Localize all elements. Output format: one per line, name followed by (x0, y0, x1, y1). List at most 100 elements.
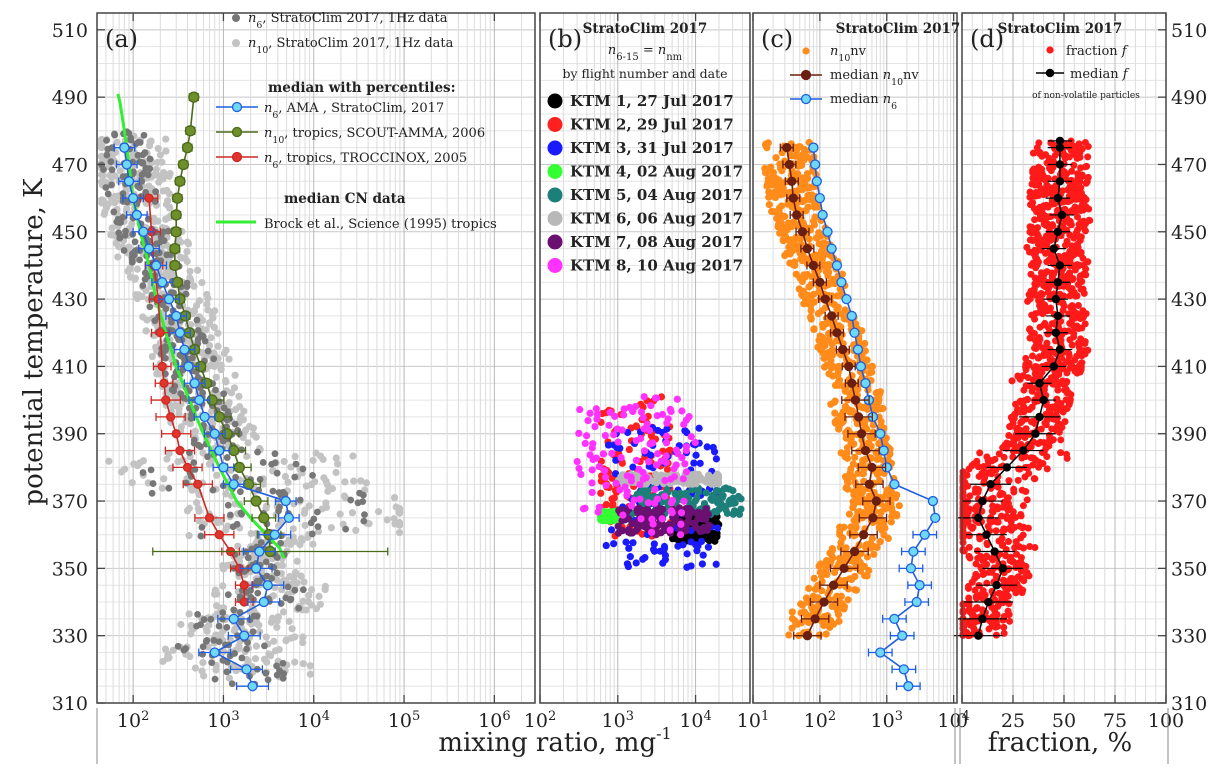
n6-data-point (203, 637, 210, 644)
flight-data-point (730, 511, 737, 518)
flight-data-point (599, 515, 606, 522)
n10-data-point (157, 175, 164, 182)
c-n6-median-marker (931, 513, 940, 522)
n10nv-data-point (819, 321, 826, 328)
n10nv-data-point (822, 338, 829, 345)
flight-data-point (665, 415, 672, 422)
c-n10nv-median-marker (828, 312, 836, 320)
n10nv-data-point (859, 470, 866, 477)
n10nv-data-point (811, 575, 818, 582)
n10nv-data-point (784, 226, 791, 233)
flight-data-point (638, 408, 645, 415)
flight-data-point (691, 520, 698, 527)
n10-data-point (363, 479, 370, 486)
fraction-data-point (1032, 292, 1039, 299)
n10-data-point (160, 187, 167, 194)
n10-data-point (317, 601, 324, 608)
n6-data-point (163, 251, 170, 258)
n10nv-data-point (789, 615, 796, 622)
flight-data-point (588, 479, 595, 486)
n6-data-point (105, 191, 112, 198)
n6-data-point (212, 676, 219, 683)
fraction-data-point (1024, 496, 1031, 503)
n6-ama-marker (175, 328, 184, 337)
n10-data-point (146, 142, 153, 149)
flight-data-point (625, 563, 632, 570)
flight-data-point (679, 541, 686, 548)
flight-data-point (662, 552, 669, 559)
c-n10nv-median-marker (793, 211, 801, 219)
n10-data-point (163, 455, 170, 462)
n6-data-point (270, 488, 277, 495)
n10nv-data-point (859, 460, 866, 467)
n6-ama-marker (180, 345, 189, 354)
flight-data-point (659, 560, 666, 567)
n10-data-point (263, 633, 270, 640)
n10-data-point (273, 624, 280, 631)
n10-data-point (186, 268, 193, 275)
fraction-data-point (978, 566, 985, 573)
n10-data-point (334, 460, 341, 467)
flight-data-point (721, 485, 728, 492)
n6-data-point (201, 616, 208, 623)
flight-data-point (653, 394, 660, 401)
n10-data-point (332, 469, 339, 476)
n10nv-data-point (810, 325, 817, 332)
n6-data-point (291, 587, 298, 594)
n6-data-point (254, 449, 261, 456)
flight-data-point (683, 564, 690, 571)
c-n6-median-marker (812, 177, 821, 186)
n10-data-point (294, 558, 301, 565)
n10nv-data-point (772, 154, 779, 161)
flight-data-point (583, 432, 590, 439)
c-n10nv-median-marker (820, 598, 828, 606)
n6-data-point (293, 461, 300, 468)
n10nv-data-point (823, 631, 830, 638)
n10-data-point (248, 530, 255, 537)
n10-data-point (300, 578, 307, 585)
n10nv-data-point (865, 567, 872, 574)
n10nv-data-point (811, 298, 818, 305)
flight-data-point (677, 531, 684, 538)
n10-data-point (196, 508, 203, 515)
n10nv-data-point (789, 608, 796, 615)
scout-amma-marker (234, 462, 244, 472)
n6-data-point (132, 140, 139, 147)
n10-data-point (214, 330, 221, 337)
c-n6-median-marker (876, 429, 885, 438)
n10-data-point (131, 276, 138, 283)
n6-data-point (197, 533, 204, 540)
n6-data-point (139, 160, 146, 167)
flight-data-point (633, 422, 640, 429)
n6-ama-marker (210, 429, 219, 438)
troccinox-marker (167, 413, 175, 421)
n10nv-data-point (793, 271, 800, 278)
n10-data-point (243, 453, 250, 460)
flight-data-point (700, 552, 707, 559)
n10-data-point (276, 646, 283, 653)
c-n10nv-median-marker (830, 581, 838, 589)
n10-data-point (299, 634, 306, 641)
c-n10nv-median-marker (788, 177, 796, 185)
flight-data-point (610, 540, 617, 547)
n6-data-point (199, 651, 206, 658)
n6-data-point (265, 676, 272, 683)
flight-data-point (622, 539, 629, 546)
n6-ama-marker (248, 682, 257, 691)
n10nv-data-point (896, 502, 903, 509)
n10-data-point (117, 167, 124, 174)
flight-data-point (576, 406, 583, 413)
n6-ama-marker (139, 227, 148, 236)
flight-data-point (713, 496, 720, 503)
n10nv-data-point (781, 213, 788, 220)
flight-data-point (688, 538, 695, 545)
flight-data-point (650, 546, 657, 553)
flight-data-point (580, 505, 587, 512)
fraction-data-point (1069, 363, 1076, 370)
n10-data-point (308, 586, 315, 593)
n6-data-point (276, 489, 283, 496)
n6-ama-marker (219, 463, 228, 472)
n10nv-data-point (770, 169, 777, 176)
n6-data-point (219, 609, 226, 616)
fraction-data-point (1047, 438, 1054, 445)
